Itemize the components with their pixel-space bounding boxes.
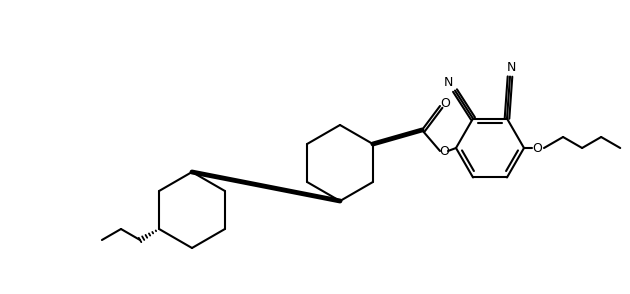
Text: N: N [444, 76, 453, 89]
Text: O: O [532, 141, 542, 155]
Text: O: O [439, 144, 449, 158]
Text: N: N [507, 61, 516, 74]
Text: O: O [440, 96, 450, 109]
